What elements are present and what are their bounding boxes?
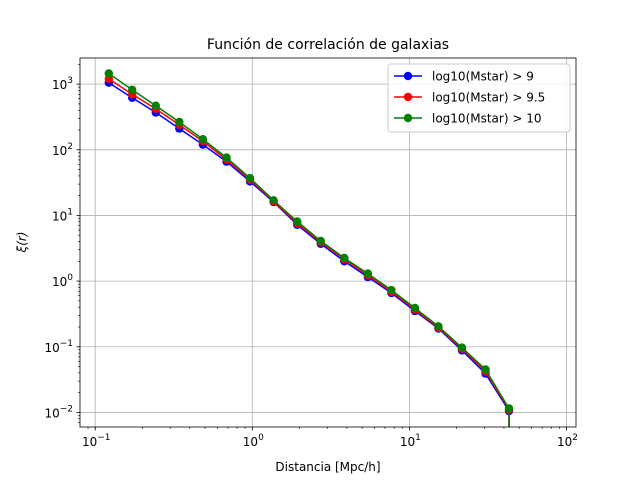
legend-marker <box>403 113 413 123</box>
x-tick-label: 100 <box>243 433 264 449</box>
legend-label: log10(Mstar) > 10 <box>432 112 541 126</box>
x-tick-label: 101 <box>400 433 421 449</box>
y-tick-label: 103 <box>52 76 73 92</box>
series-3 <box>104 69 514 427</box>
legend: log10(Mstar) > 9 log10(Mstar) > 9.5 log10(… <box>387 63 571 133</box>
data-point <box>363 269 373 278</box>
y-tick-label: 10−1 <box>44 339 73 355</box>
data-point <box>504 404 514 413</box>
y-tick-label: 10−2 <box>44 404 73 420</box>
data-point <box>293 217 302 226</box>
axis-ticks: 10−1 100 101 102 10−2 10−1 100 101 102 103 <box>44 64 578 449</box>
y-axis-label: ξ(r) <box>15 232 29 254</box>
data-point <box>481 365 490 374</box>
legend-label: log10(Mstar) > 9 <box>432 70 534 84</box>
series-layer <box>104 69 514 427</box>
legend-box <box>387 63 571 133</box>
data-point <box>175 117 184 127</box>
x-tick-label: 102 <box>557 433 578 449</box>
data-point <box>269 196 278 205</box>
legend-marker <box>403 92 413 102</box>
data-point <box>316 236 325 246</box>
chart-title: Función de correlación de galaxias <box>207 37 449 53</box>
data-point <box>222 153 231 162</box>
legend-label: log10(Mstar) > 9.5 <box>432 91 545 105</box>
x-axis-label: Distancia [Mpc/h] <box>275 460 380 474</box>
data-point <box>340 253 349 263</box>
y-tick-label: 102 <box>52 142 73 158</box>
data-point <box>128 85 137 95</box>
legend-marker <box>403 71 413 81</box>
data-point <box>387 285 396 295</box>
data-point <box>457 343 467 352</box>
plot-frame <box>79 57 577 428</box>
y-tick-label: 101 <box>52 207 73 223</box>
series-line <box>108 72 510 409</box>
data-point <box>198 135 208 144</box>
x-tick-label: 10−1 <box>82 433 111 449</box>
data-point <box>104 69 114 78</box>
data-point <box>434 322 443 331</box>
data-point <box>245 173 255 183</box>
data-point <box>410 303 420 313</box>
y-tick-label: 100 <box>52 273 73 289</box>
data-point <box>151 101 160 110</box>
